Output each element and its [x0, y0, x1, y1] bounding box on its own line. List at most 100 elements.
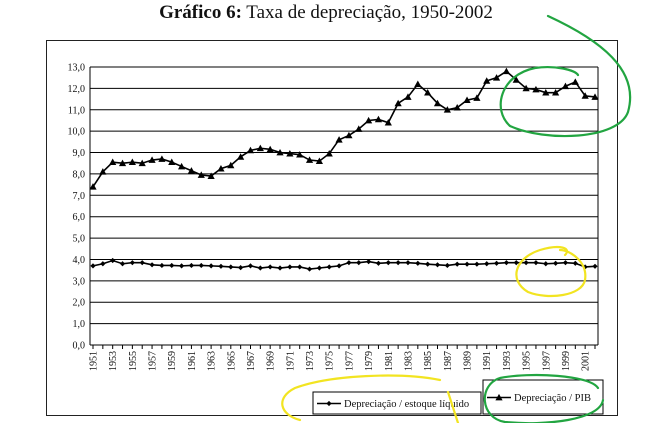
x-tick-label: 1991	[482, 351, 493, 371]
data-point-2	[148, 156, 156, 163]
x-tick-label: 2001	[581, 351, 592, 371]
data-point-2	[187, 167, 196, 174]
green-annotation-legend-circle	[483, 373, 605, 423]
chart-title: Gráfico 6: Taxa de depreciação, 1950-200…	[0, 2, 652, 24]
data-point-2	[177, 162, 186, 170]
data-point-2	[197, 171, 205, 178]
data-point-1	[198, 262, 204, 269]
x-tick-label: 1967	[246, 351, 257, 371]
data-point-1	[238, 264, 244, 271]
legend-label-1: Depreciação / estoque líquido	[344, 399, 469, 410]
data-point-2	[591, 93, 599, 100]
y-tick-label: 7,0	[73, 191, 86, 202]
data-point-1	[169, 262, 175, 269]
data-point-2	[158, 155, 166, 162]
data-point-1	[159, 262, 165, 269]
data-point-2	[246, 146, 255, 154]
data-point-1	[188, 262, 195, 269]
y-tick-label: 4,0	[73, 255, 86, 266]
data-point-2	[118, 159, 127, 167]
data-point-2	[542, 89, 550, 96]
legend-marker-1	[326, 400, 332, 407]
x-tick-label: 1969	[266, 351, 277, 371]
x-tick-label: 1983	[403, 351, 414, 371]
x-tick-label: 1953	[108, 351, 119, 371]
data-point-1	[228, 264, 234, 270]
data-point-1	[208, 263, 214, 269]
y-tick-label: 12,0	[68, 84, 86, 95]
x-tick-label: 1971	[285, 351, 296, 371]
data-point-1	[90, 263, 96, 269]
x-tick-label: 1977	[344, 351, 355, 371]
data-point-2	[276, 148, 284, 156]
data-point-2	[483, 77, 491, 84]
data-point-1	[326, 264, 332, 270]
x-tick-label: 1997	[541, 351, 552, 371]
data-point-1	[316, 265, 322, 271]
data-point-2	[394, 99, 402, 107]
data-point-2	[355, 125, 363, 132]
data-point-1	[493, 260, 500, 266]
data-point-1	[306, 266, 313, 272]
y-tick-label: 3,0	[73, 276, 86, 287]
data-point-1	[247, 263, 254, 269]
x-tick-label: 1963	[207, 351, 218, 371]
data-point-1	[553, 260, 559, 266]
data-point-1	[149, 262, 155, 268]
data-point-1	[257, 265, 263, 271]
y-tick-label: 11,0	[68, 105, 85, 116]
x-tick-label: 1987	[443, 351, 454, 371]
data-point-1	[178, 263, 185, 269]
data-point-1	[119, 261, 126, 267]
data-point-1	[474, 261, 480, 267]
chart-title-bold: Gráfico 6:	[159, 2, 242, 23]
data-point-1	[110, 257, 116, 264]
y-tick-label: 13,0	[68, 63, 86, 74]
data-point-1	[375, 260, 382, 266]
data-point-2	[365, 116, 373, 124]
y-tick-label: 1,0	[73, 319, 86, 330]
data-point-1	[562, 260, 569, 266]
data-point-2	[286, 150, 294, 157]
data-point-2	[453, 104, 461, 111]
data-point-2	[532, 85, 540, 93]
chart-frame	[46, 40, 618, 416]
data-point-1	[297, 264, 303, 270]
data-point-1	[543, 261, 549, 267]
x-tick-label: 1993	[502, 351, 513, 371]
data-point-2	[473, 94, 481, 101]
x-tick-label: 1979	[364, 351, 375, 371]
data-point-2	[571, 78, 579, 85]
data-point-2	[325, 150, 333, 157]
data-point-1	[356, 260, 362, 266]
yellow-annotation-circle	[515, 246, 587, 298]
y-tick-label: 6,0	[73, 212, 86, 223]
x-tick-label: 1957	[148, 351, 159, 371]
data-point-1	[218, 263, 224, 269]
series-line-2	[92, 70, 596, 188]
data-point-1	[464, 261, 470, 267]
data-point-2	[256, 144, 264, 152]
data-point-2	[502, 67, 511, 75]
legend-marker-2	[495, 393, 503, 401]
data-point-1	[277, 265, 283, 271]
data-point-2	[552, 89, 560, 96]
data-point-1	[425, 261, 431, 267]
x-tick-label: 1989	[463, 351, 474, 371]
legend-label-2: Depreciação / PIB	[514, 393, 591, 404]
data-point-2	[296, 151, 304, 158]
data-point-2	[512, 76, 520, 83]
x-tick-label: 1959	[167, 351, 178, 371]
data-point-1	[100, 261, 106, 267]
data-point-2	[414, 80, 422, 87]
data-point-2	[305, 156, 314, 163]
data-point-2	[404, 93, 412, 100]
data-point-1	[385, 260, 391, 266]
chart-title-rest: Taxa de depreciação, 1950-2002	[241, 2, 493, 23]
data-point-2	[109, 158, 117, 166]
data-point-2	[335, 136, 343, 143]
legend-box	[312, 391, 482, 415]
data-point-1	[336, 263, 342, 269]
data-point-2	[463, 96, 471, 104]
y-tick-label: 9,0	[73, 148, 86, 159]
